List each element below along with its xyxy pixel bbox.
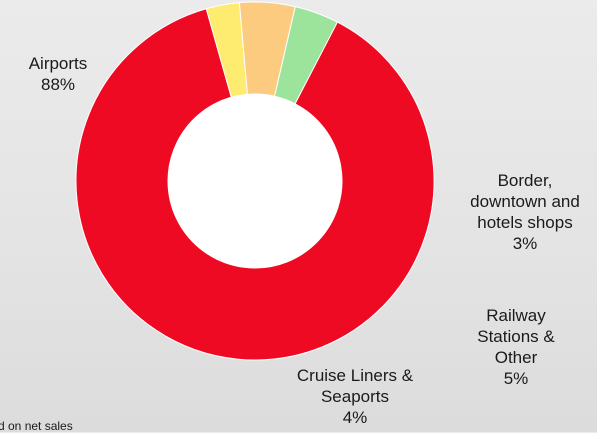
label-airports: Airports 88% xyxy=(8,53,108,95)
label-airports-value: 88% xyxy=(40,75,76,94)
footnote: d on net sales xyxy=(0,419,73,433)
label-railway-line-2: Stations & xyxy=(477,327,555,346)
label-border-line-1: Border, xyxy=(497,171,553,190)
label-railway-line-3: Other xyxy=(494,348,538,367)
label-railway-line-1: Railway xyxy=(486,306,546,325)
label-cruise-line-1: Cruise Liners & xyxy=(296,366,414,385)
label-border-downtown-hotels: Border, downtown and hotels shops 3% xyxy=(452,170,597,254)
label-cruise-line-2: Seaports xyxy=(320,387,390,406)
label-airports-name: Airports xyxy=(28,54,88,73)
label-railway-stations: Railway Stations & Other 5% xyxy=(450,305,582,389)
label-border-line-2: downtown and xyxy=(470,192,580,211)
label-border-line-3: hotels shops xyxy=(477,213,573,232)
donut-hole xyxy=(168,94,342,268)
label-cruise-liners: Cruise Liners & Seaports 4% xyxy=(280,365,430,428)
label-cruise-value: 4% xyxy=(342,408,368,427)
donut-slices xyxy=(75,1,435,361)
label-border-value: 3% xyxy=(512,234,538,253)
label-railway-value: 5% xyxy=(503,369,529,388)
